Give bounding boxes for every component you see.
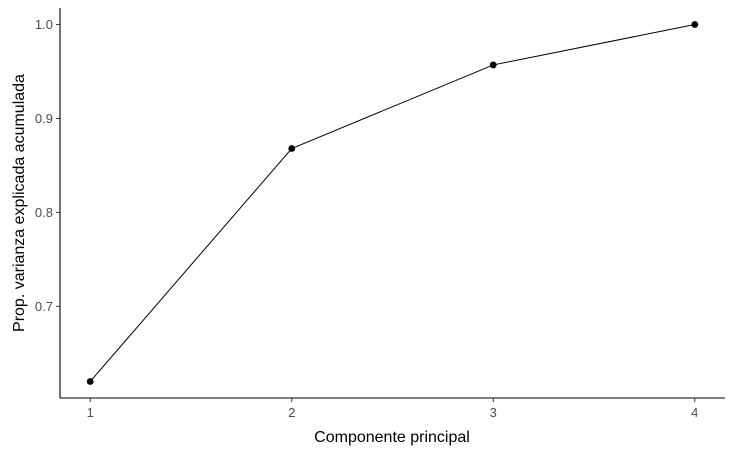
x-tick-label: 3 (490, 405, 497, 420)
y-tick-label: 0.8 (35, 205, 53, 220)
x-tick-label: 4 (691, 405, 698, 420)
x-tick-label: 1 (87, 405, 94, 420)
ticks: 0.7 0.8 0.9 1.0 1 2 3 4 (35, 17, 698, 420)
y-axis-title: Prop. varianza explicada acumulada (11, 74, 28, 332)
y-tick-label: 0.9 (35, 111, 53, 126)
x-tick-label: 2 (288, 405, 295, 420)
axes (59, 8, 725, 399)
series-line (89, 24, 695, 382)
y-tick-label: 1.0 (35, 17, 53, 32)
x-axis-title: Componente principal (314, 429, 470, 446)
data-point (691, 21, 699, 28)
y-tick-label: 0.7 (35, 299, 53, 314)
data-point (86, 378, 94, 385)
series-layer (86, 21, 699, 385)
data-point (288, 145, 296, 152)
data-point (489, 61, 497, 69)
